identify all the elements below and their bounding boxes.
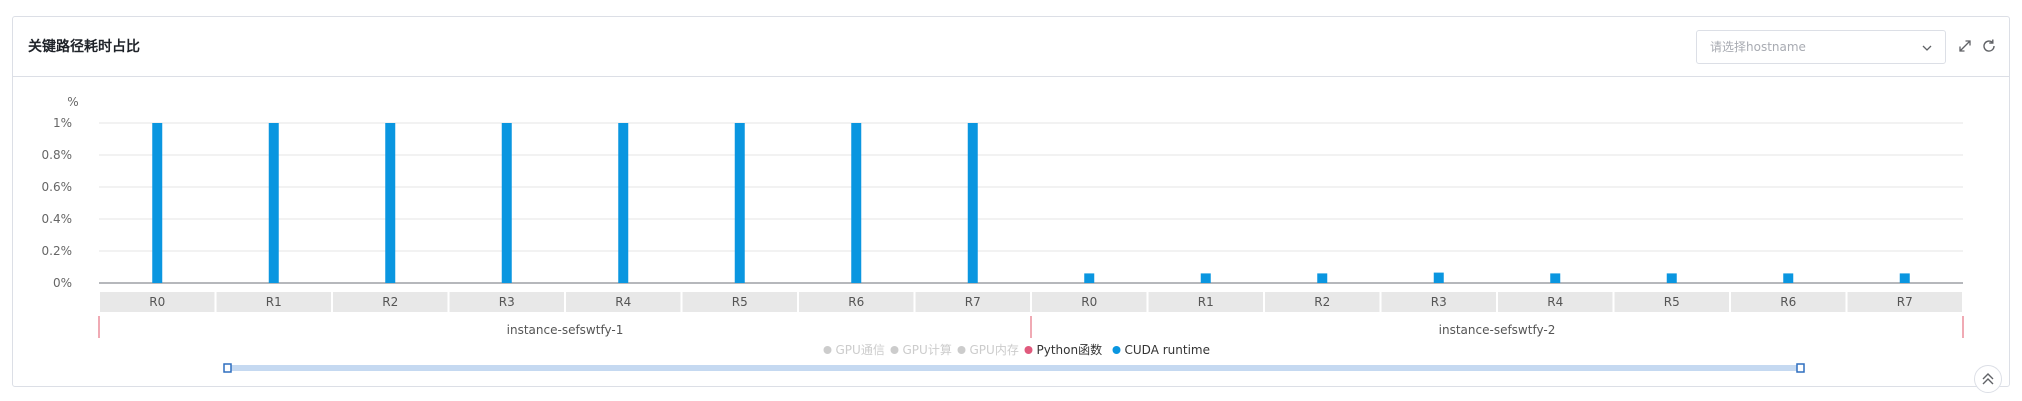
category-cell (682, 292, 797, 312)
legend-label: GPU通信 (836, 343, 885, 357)
bar (1666, 273, 1677, 283)
hostname-select-placeholder: 请选择hostname (1710, 40, 1806, 54)
x-tick-label: R0 (149, 295, 165, 309)
category-cell (1148, 292, 1263, 312)
group-label: instance-sefswtfy-2 (1439, 323, 1556, 337)
bar (268, 123, 279, 283)
panel-title: 关键路径耗时占比 (28, 39, 140, 55)
legend-item[interactable]: GPU计算 (890, 342, 952, 357)
x-tick-label: R1 (266, 295, 282, 309)
category-cell (566, 292, 681, 312)
legend-item[interactable]: GPU内存 (957, 343, 1019, 357)
category-cell (1847, 292, 1962, 312)
y-tick-label: 0.4% (42, 212, 73, 226)
category-cell (1381, 292, 1496, 312)
datazoom-end-handle[interactable] (1796, 363, 1805, 373)
y-tick-label: 0.8% (42, 148, 73, 162)
bar (967, 123, 978, 283)
datazoom-range[interactable] (227, 365, 1800, 371)
bar (618, 123, 629, 283)
x-tick-label: R4 (1547, 295, 1563, 309)
x-tick-label: R7 (965, 295, 981, 309)
bar (734, 123, 745, 283)
bar (1783, 273, 1794, 283)
bar (1899, 273, 1910, 283)
group-label: instance-sefswtfy-1 (507, 323, 624, 337)
legend-marker (890, 346, 899, 354)
legend-label: CUDA runtime (1125, 343, 1210, 357)
legend-label: Python函数 (1037, 342, 1103, 357)
y-tick-label: 0.2% (42, 244, 73, 258)
category-cell (1032, 292, 1147, 312)
critical-path-panel: 关键路径耗时占比 请选择hostname (12, 16, 2010, 387)
category-cell (1731, 292, 1846, 312)
y-tick-label: 0% (53, 276, 72, 290)
y-axis-unit-label: % (67, 95, 78, 109)
x-tick-label: R6 (848, 295, 864, 309)
expand-icon[interactable] (1956, 37, 1974, 55)
datazoom-start-handle[interactable] (223, 363, 232, 373)
bar (851, 123, 862, 283)
legend-label: GPU计算 (903, 342, 952, 357)
legend-marker (957, 346, 966, 354)
x-tick-label: R3 (499, 295, 515, 309)
y-tick-label: 1% (53, 116, 72, 130)
x-tick-label: R4 (615, 295, 631, 309)
legend-marker (1112, 346, 1121, 354)
x-tick-label: R7 (1897, 295, 1913, 309)
chevron-down-icon (1922, 45, 1932, 51)
x-tick-label: R0 (1081, 295, 1097, 309)
panel-header: 关键路径耗时占比 请选择hostname (13, 17, 2009, 77)
scroll-top-icon (1982, 373, 1994, 385)
category-cell (100, 292, 215, 312)
category-cell (1265, 292, 1380, 312)
category-cell (799, 292, 914, 312)
legend-label: GPU内存 (970, 343, 1019, 357)
legend-item[interactable]: GPU通信 (823, 343, 885, 357)
x-tick-label: R5 (1664, 295, 1680, 309)
bar (152, 123, 163, 283)
bar (1317, 273, 1328, 283)
x-tick-label: R5 (732, 295, 748, 309)
x-tick-label: R2 (1314, 295, 1330, 309)
legend-item[interactable]: Python函数 (1024, 342, 1103, 357)
scroll-top-button[interactable] (1974, 365, 2002, 393)
category-cell (1614, 292, 1729, 312)
legend-marker (1024, 346, 1033, 354)
bar (501, 123, 512, 283)
category-cell (1498, 292, 1613, 312)
category-cell (216, 292, 331, 312)
bar (1200, 273, 1211, 283)
x-tick-label: R6 (1780, 295, 1796, 309)
legend-item[interactable]: CUDA runtime (1112, 343, 1210, 357)
bar (1433, 272, 1444, 283)
x-tick-label: R1 (1198, 295, 1214, 309)
bar (385, 123, 396, 283)
bar (1550, 273, 1561, 283)
y-tick-label: 0.6% (42, 180, 73, 194)
category-cell (333, 292, 448, 312)
x-tick-label: R3 (1431, 295, 1447, 309)
x-tick-label: R2 (382, 295, 398, 309)
bar (1084, 273, 1095, 283)
chart-legend: GPU通信 GPU计算 GPU内存 Python函数 CUDA runtime (823, 342, 1210, 357)
legend-marker (823, 346, 832, 354)
hostname-select[interactable]: 请选择hostname (1696, 30, 1946, 64)
category-cell (915, 292, 1030, 312)
refresh-icon[interactable] (1980, 37, 1998, 55)
category-cell (449, 292, 564, 312)
